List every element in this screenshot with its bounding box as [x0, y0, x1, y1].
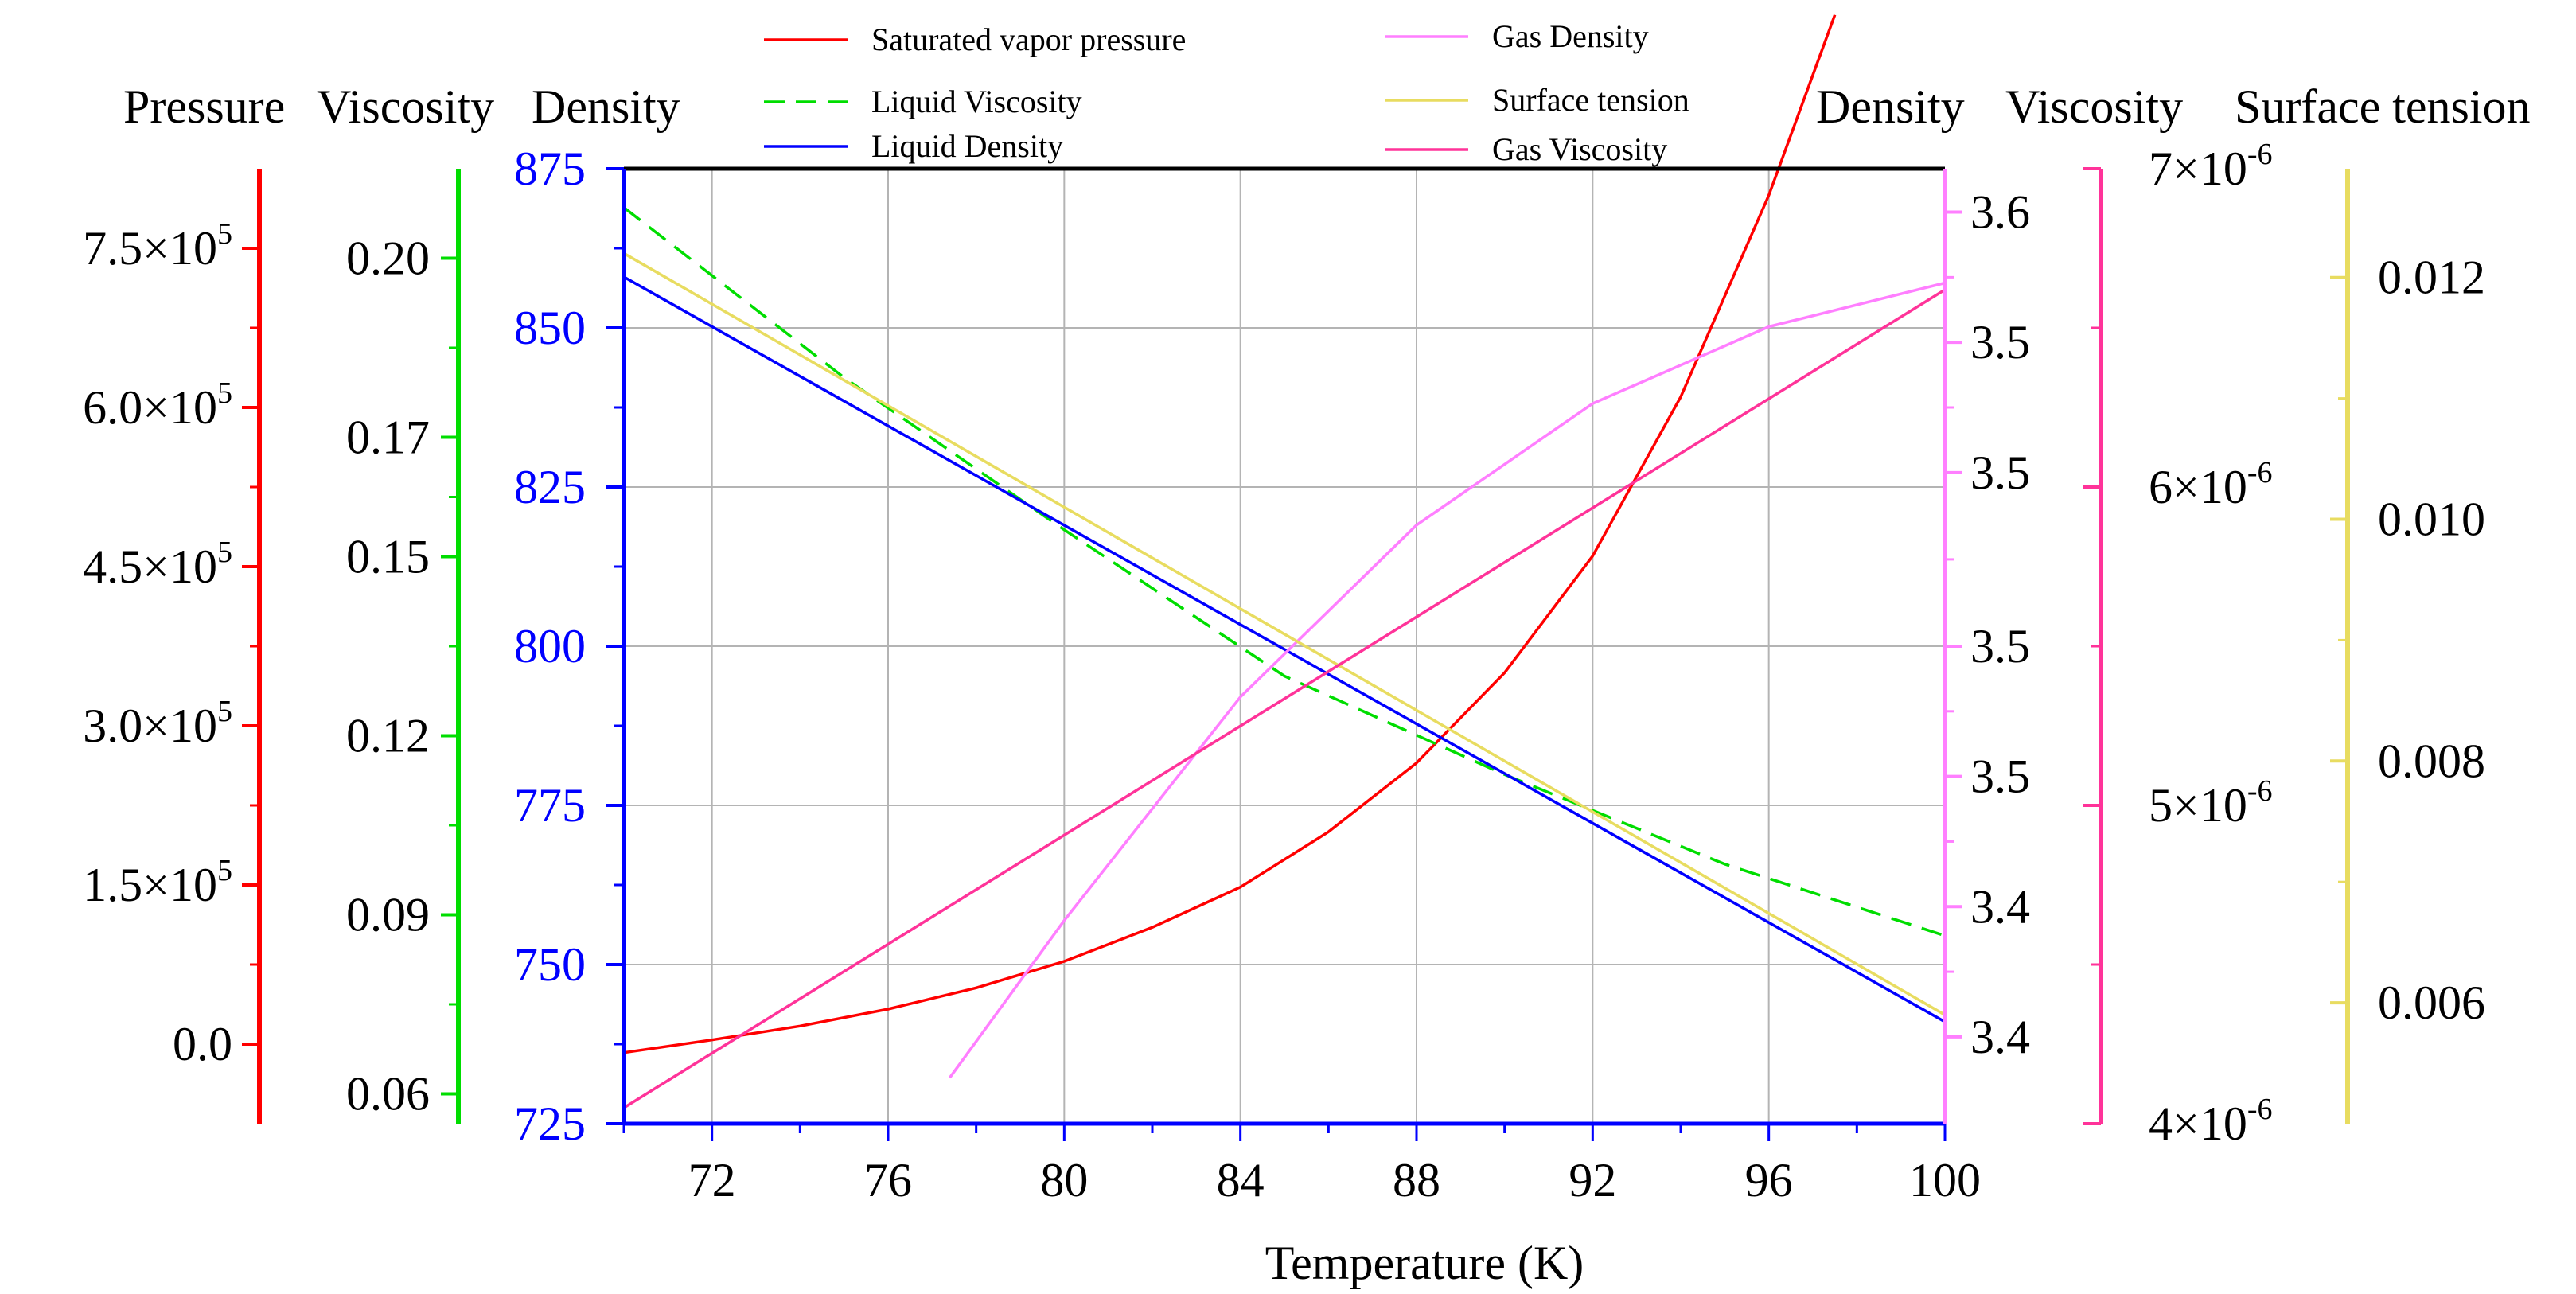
liquid-density-tick-label: 775 — [514, 779, 586, 832]
pressure-tick-label: 0.0 — [173, 1018, 232, 1070]
liquid-viscosity-tick-label: 0.15 — [346, 531, 430, 583]
series-line-gas-viscosity — [623, 288, 1946, 1109]
gas-viscosity-tick-label: 6×10-6 — [2149, 456, 2273, 513]
liquid-density-tick-label: 800 — [514, 620, 586, 672]
legend-label-surface-tension: Surface tension — [1492, 82, 1689, 118]
legend-label-gas-density: Gas Density — [1492, 18, 1649, 54]
x-tick-label: 92 — [1569, 1154, 1616, 1206]
gas-density-tick-label: 3.4 — [1970, 880, 2030, 933]
liquid-density-tick-label: 725 — [514, 1097, 586, 1150]
gas-density-tick-label: 3.5 — [1970, 446, 2030, 499]
surface-tension-tick-label: 0.010 — [2378, 493, 2485, 546]
liquid-viscosity-tick-label: 0.17 — [346, 411, 430, 464]
gas-density-axis-title: Density — [1816, 80, 1965, 133]
liquid-viscosity-tick-label: 0.12 — [346, 710, 430, 762]
series-line-liquid-density — [623, 275, 1946, 1023]
liquid-density-tick-label: 850 — [514, 302, 586, 354]
series-line-liquid-viscosity — [622, 206, 1946, 937]
pressure-tick-label: 7.5×105 — [83, 217, 232, 275]
gas-density-tick-label: 3.5 — [1970, 620, 2030, 672]
pressure-tick-label: 6.0×105 — [83, 376, 232, 434]
pressure-tick-label: 3.0×105 — [83, 695, 232, 752]
liquid-viscosity-axis-title: Viscosity — [317, 80, 494, 133]
pressure-tick-label: 1.5×105 — [83, 854, 232, 911]
gas-density-tick-label: 3.5 — [1970, 316, 2030, 368]
surface-tension-tick-label: 0.006 — [2378, 976, 2485, 1029]
axis-titles: Pressure Viscosity Density Density Visco… — [123, 80, 2531, 1289]
liquid-viscosity-tick-label: 0.09 — [346, 889, 430, 941]
gas-viscosity-axis-title: Viscosity — [2005, 80, 2183, 133]
x-tick-label: 88 — [1393, 1154, 1440, 1206]
legend-label-liquid-density: Liquid Density — [871, 128, 1063, 164]
surface-tension-tick-label: 0.008 — [2378, 735, 2485, 787]
gas-viscosity-tick-label: 4×10-6 — [2149, 1093, 2273, 1150]
liquid-density-tick-label: 875 — [514, 142, 586, 195]
series-line-surface-tension — [623, 251, 1946, 1016]
legend-label-liquid-viscosity: Liquid Viscosity — [871, 84, 1082, 119]
x-tick-label: 100 — [1909, 1154, 1981, 1206]
grid — [624, 168, 1946, 1124]
x-tick-label: 72 — [688, 1154, 736, 1206]
gas-viscosity-tick-label: 7×10-6 — [2149, 138, 2273, 195]
gas-density-tick-label: 3.6 — [1970, 186, 2030, 239]
pressure-axis-title: Pressure — [123, 80, 285, 133]
liquid-density-tick-label: 750 — [514, 938, 586, 991]
legend-label-gas-viscosity: Gas Viscosity — [1492, 131, 1667, 167]
liquid-viscosity-tick-label: 0.20 — [346, 232, 430, 285]
surface-tension-tick-label: 0.012 — [2378, 251, 2485, 304]
liquid-density-axis-title: Density — [532, 80, 680, 133]
pressure-tick-label: 4.5×105 — [83, 536, 232, 593]
x-tick-label: 80 — [1040, 1154, 1088, 1206]
gas-density-tick-label: 3.4 — [1970, 1011, 2030, 1063]
series-lines — [622, 14, 1946, 1109]
series-line-gas-density — [949, 281, 1946, 1079]
gas-viscosity-tick-label: 5×10-6 — [2149, 774, 2273, 832]
liquid-viscosity-tick-label: 0.06 — [346, 1068, 430, 1121]
series-line-saturated-vapor-pressure — [623, 14, 1837, 1054]
gas-density-tick-label: 3.5 — [1970, 750, 2030, 803]
legend-label-saturated-vapor-pressure: Saturated vapor pressure — [871, 21, 1186, 57]
x-tick-label: 76 — [864, 1154, 912, 1206]
x-tick-label: 84 — [1217, 1154, 1265, 1206]
liquid-density-tick-label: 825 — [514, 461, 586, 513]
legend: Saturated vapor pressure Liquid Viscosity… — [764, 18, 1689, 167]
axes: 72 76 80 84 88 92 96 100 0.0 1.5×105 3.0×105 4.5×10… — [83, 138, 2485, 1206]
x-tick-label: 96 — [1745, 1154, 1793, 1206]
x-axis-title: Temperature (K) — [1265, 1237, 1584, 1289]
surface-tension-axis-title: Surface tension — [2235, 80, 2531, 133]
